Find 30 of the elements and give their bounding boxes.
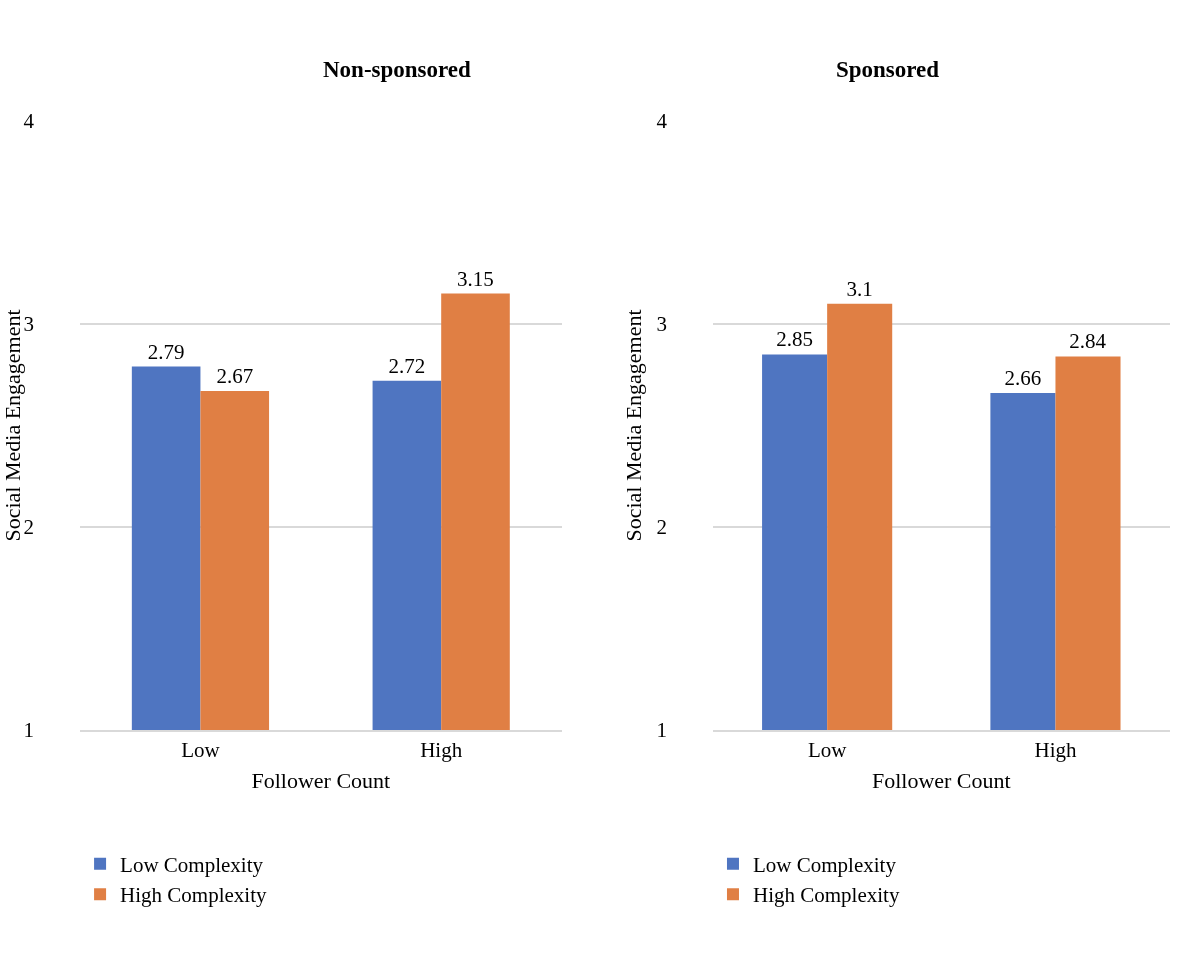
legend-label: High Complexity [120,883,267,908]
y-tick-label: 1 [23,718,35,743]
data-label: 2.84 [1069,329,1107,354]
data-label: 3.15 [457,266,494,291]
data-label: 3.1 [846,276,873,301]
x-tick-label: Low [181,737,221,762]
y-tick-label: 2 [23,515,35,540]
data-label: 2.67 [216,363,254,388]
data-label: 2.79 [147,339,185,364]
data-label: 2.66 [1004,365,1042,390]
x-tick-label: High [1034,737,1077,762]
data-label: 2.72 [388,353,426,378]
x-axis-title: Follower Count [251,768,391,794]
y-tick-label: 4 [656,109,668,134]
y-axis-title: Social Media Engagement [0,309,25,542]
legend-label: High Complexity [752,883,900,908]
legend-label: Low Complexity [752,853,897,878]
y-tick-label: 1 [656,718,667,743]
chart-title: Non-sponsored [323,57,472,82]
y-axis-title: Social Media Engagement [621,309,647,542]
x-tick-label: High [420,737,463,762]
legend-label: Low Complexity [120,853,264,878]
x-axis-title: Follower Count [871,768,1011,794]
data-label: 2.85 [776,327,813,352]
x-tick-label: Low [807,737,848,762]
y-tick-label: 3 [23,312,35,337]
chart-title: Sponsored [836,57,940,82]
y-tick-label: 3 [656,312,667,337]
y-tick-label: 2 [656,515,667,540]
y-tick-label: 4 [23,109,35,134]
